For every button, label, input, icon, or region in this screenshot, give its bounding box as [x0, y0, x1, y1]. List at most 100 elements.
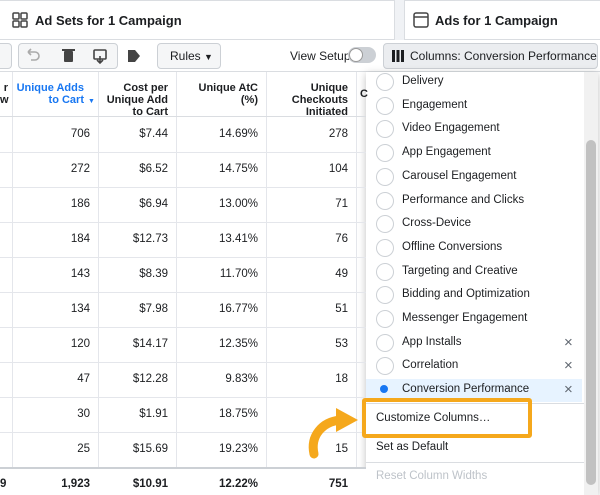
column-header[interactable]: Unique AtC (%) [198, 82, 258, 106]
table-cell: 13.00% [218, 198, 258, 210]
row-divider [0, 187, 366, 188]
row-divider [0, 292, 366, 293]
table-cell: 71 [335, 198, 348, 210]
column-preset[interactable]: Conversion Performance × [366, 379, 582, 403]
columns-menu [366, 72, 598, 495]
table-cell: 104 [328, 163, 348, 175]
highlight-box [362, 398, 532, 438]
menu-action[interactable]: Reset Column Widths [376, 470, 488, 482]
radio-dot [380, 385, 388, 394]
remove-button[interactable]: × [564, 381, 573, 399]
table-cell: 12.35% [218, 338, 258, 350]
preset-label: Bidding and Optimization [402, 288, 530, 301]
view-setup-toggle[interactable] [348, 47, 376, 63]
radio[interactable] [376, 73, 394, 91]
radio[interactable] [376, 357, 394, 376]
cut-header-text: C [360, 88, 368, 100]
radio[interactable] [376, 333, 394, 352]
column-header[interactable]: Cost per Unique Add to Cart [106, 82, 168, 118]
columns-label: Columns: Conversion Performance [410, 49, 597, 63]
ad-sets-icon [12, 12, 28, 28]
column-preset[interactable]: Engagement [366, 95, 582, 118]
table-cell: 76 [335, 233, 348, 245]
menu-action[interactable]: Set as Default [376, 441, 449, 453]
table-cell: $6.52 [139, 163, 168, 175]
total-row-bg [0, 467, 366, 495]
row-divider [0, 327, 366, 328]
table-cell: 14.75% [218, 163, 258, 175]
table-cell: 120 [70, 338, 90, 350]
table-cell: 13.41% [218, 233, 258, 245]
preset-label: App Installs [402, 335, 462, 348]
menu-divider [366, 462, 584, 463]
tab-ads[interactable]: Ads for 1 Campaign [404, 0, 600, 40]
columns-icon [392, 50, 404, 62]
table-cell: $1.91 [139, 408, 168, 420]
tab-ad-sets[interactable]: Ad Sets for 1 Campaign [0, 0, 395, 40]
preset-label: Delivery [402, 75, 444, 87]
total-cell: $10.91 [132, 478, 168, 490]
table-cell: 272 [70, 163, 90, 175]
row-divider [0, 397, 366, 398]
radio[interactable] [376, 381, 394, 399]
column-divider [12, 72, 13, 495]
column-preset[interactable]: Delivery [366, 71, 582, 94]
radio[interactable] [376, 238, 394, 257]
column-header[interactable]: Unique Checkouts Initiated [291, 82, 348, 118]
radio[interactable] [376, 120, 394, 139]
column-divider [176, 72, 177, 495]
columns-button[interactable]: Columns: Conversion Performance ▼ [383, 43, 598, 86]
table-cell: $8.39 [139, 268, 168, 280]
radio[interactable] [376, 96, 394, 115]
column-preset[interactable]: Carousel Engagement [366, 166, 582, 189]
column-preset[interactable]: Messenger Engagement [366, 308, 582, 331]
table-cell: 18.75% [218, 408, 258, 420]
preset-label: Video Engagement [402, 122, 500, 135]
ads-icon [413, 12, 429, 28]
column-header[interactable]: Unique Adds to Cart [16, 82, 84, 106]
column-preset[interactable]: Performance and Clicks [366, 190, 582, 213]
radio[interactable] [376, 167, 394, 186]
remove-button[interactable]: × [564, 333, 573, 351]
column-preset[interactable]: Correlation × [366, 355, 582, 378]
row-divider [0, 257, 366, 258]
pointer-arrow [308, 408, 358, 459]
table-cell: 134 [70, 303, 90, 315]
radio[interactable] [376, 215, 394, 234]
row-divider [0, 432, 366, 433]
table-cell: 14.69% [218, 128, 258, 140]
cut-header-text: w [0, 94, 9, 106]
column-preset[interactable]: Bidding and Optimization [366, 284, 582, 307]
radio[interactable] [376, 310, 394, 328]
menu-action[interactable]: Customize Columns… [376, 412, 491, 424]
radio[interactable] [376, 191, 394, 210]
total-cell: 9 [0, 478, 7, 490]
table-cell: 53 [335, 338, 348, 350]
toolbar [0, 40, 600, 72]
preset-label: Performance and Clicks [402, 193, 525, 206]
column-preset[interactable]: Targeting and Creative [366, 261, 582, 284]
column-preset[interactable]: Offline Conversions [366, 237, 582, 260]
table-cell: 278 [328, 128, 348, 140]
total-cell: 12.22% [218, 478, 258, 490]
radio[interactable] [376, 286, 394, 305]
preset-label: Messenger Engagement [402, 312, 528, 324]
column-preset[interactable]: App Engagement [366, 142, 582, 165]
rules-button[interactable]: Rules ▼ [157, 43, 221, 69]
cut-button[interactable] [0, 43, 12, 69]
radio[interactable] [376, 144, 394, 163]
table-cell: $12.28 [132, 373, 168, 385]
table-cell: 15 [335, 443, 348, 455]
column-preset[interactable]: Video Engagement [366, 118, 582, 141]
view-setup-label: View Setup [290, 49, 351, 63]
table-cell: 51 [335, 303, 348, 315]
header-bg [0, 72, 366, 117]
column-divider [98, 72, 99, 495]
table-cell: $7.44 [139, 128, 168, 140]
column-preset[interactable]: App Installs × [366, 332, 582, 355]
radio[interactable] [376, 262, 394, 281]
column-preset[interactable]: Cross-Device [366, 213, 582, 236]
remove-button[interactable]: × [564, 357, 573, 375]
scrollbar-thumb[interactable] [586, 140, 596, 485]
